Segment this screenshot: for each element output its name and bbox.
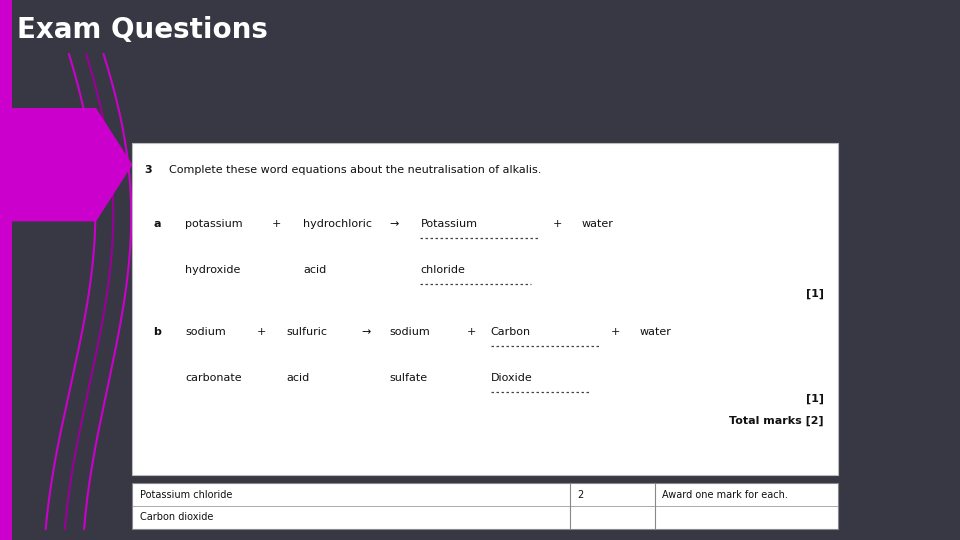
Text: [1]: [1] bbox=[805, 289, 824, 299]
Text: Complete these word equations about the neutralisation of alkalis.: Complete these word equations about the … bbox=[169, 165, 541, 175]
Text: →: → bbox=[361, 327, 371, 337]
Text: acid: acid bbox=[303, 265, 326, 275]
Text: Potassium: Potassium bbox=[420, 219, 477, 229]
Text: Carbon dioxide: Carbon dioxide bbox=[140, 512, 213, 522]
Text: water: water bbox=[639, 327, 671, 337]
Text: 3: 3 bbox=[144, 165, 152, 175]
Text: hydrochloric: hydrochloric bbox=[303, 219, 372, 229]
Text: +: + bbox=[257, 327, 267, 337]
Text: a: a bbox=[154, 219, 161, 229]
Bar bbox=[0, 0, 12, 540]
Polygon shape bbox=[12, 108, 132, 221]
Text: Dioxide: Dioxide bbox=[491, 373, 532, 383]
Text: Potassium chloride: Potassium chloride bbox=[140, 490, 232, 501]
Text: Award one mark for each.: Award one mark for each. bbox=[662, 490, 788, 501]
Text: +: + bbox=[553, 219, 563, 229]
Text: sulfuric: sulfuric bbox=[286, 327, 327, 337]
Text: acid: acid bbox=[286, 373, 309, 383]
Text: sulfate: sulfate bbox=[390, 373, 428, 383]
Text: +: + bbox=[611, 327, 620, 337]
Text: →: → bbox=[390, 219, 399, 229]
Bar bbox=[132, 483, 838, 529]
Text: Carbon: Carbon bbox=[491, 327, 531, 337]
Text: potassium: potassium bbox=[185, 219, 243, 229]
Text: 2: 2 bbox=[578, 490, 584, 501]
Text: +: + bbox=[467, 327, 476, 337]
Text: b: b bbox=[154, 327, 161, 337]
Text: hydroxide: hydroxide bbox=[185, 265, 241, 275]
Bar bbox=[132, 143, 838, 475]
Text: Exam Questions: Exam Questions bbox=[17, 16, 268, 44]
Text: sodium: sodium bbox=[390, 327, 430, 337]
Text: +: + bbox=[272, 219, 281, 229]
Text: sodium: sodium bbox=[185, 327, 226, 337]
Text: Total marks [2]: Total marks [2] bbox=[729, 416, 824, 426]
Text: [1]: [1] bbox=[805, 394, 824, 404]
Text: water: water bbox=[582, 219, 613, 229]
Text: chloride: chloride bbox=[420, 265, 466, 275]
Text: carbonate: carbonate bbox=[185, 373, 242, 383]
